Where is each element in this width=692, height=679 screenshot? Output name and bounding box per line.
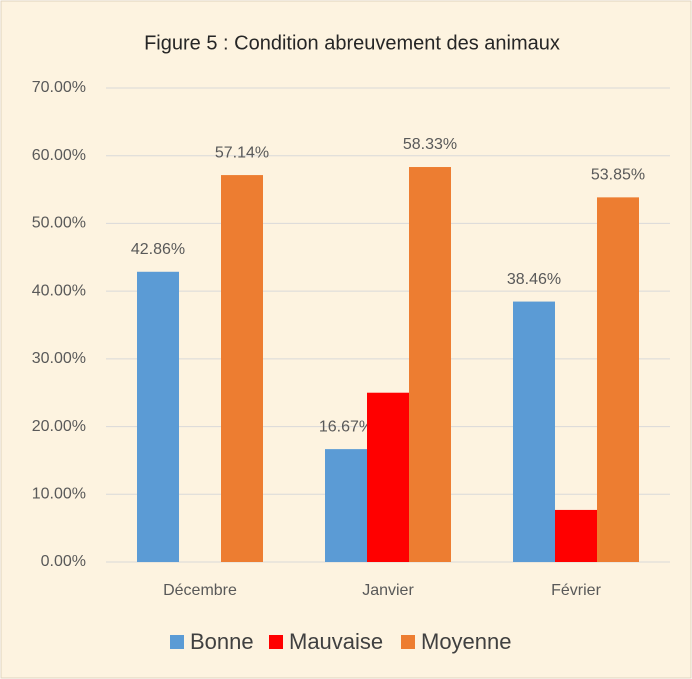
legend-swatch <box>170 635 184 649</box>
y-tick-label: 40.00% <box>32 282 86 299</box>
bar <box>555 509 597 562</box>
bar <box>221 175 263 562</box>
data-label: 42.86% <box>131 241 185 258</box>
y-tick-label: 30.00% <box>32 350 86 367</box>
data-label: 53.85% <box>591 167 645 184</box>
x-tick-label: Décembre <box>163 582 237 599</box>
x-tick-label: Février <box>551 582 601 599</box>
y-tick-label: 20.00% <box>32 418 86 435</box>
y-tick-label: 70.00% <box>32 79 86 96</box>
legend-label: Bonne <box>190 629 254 654</box>
bar <box>325 449 367 562</box>
data-label: 58.33% <box>403 136 457 153</box>
x-tick-label: Janvier <box>362 582 414 599</box>
data-label: 57.14% <box>215 144 269 161</box>
data-label: 38.46% <box>507 271 561 288</box>
bar <box>597 197 639 562</box>
y-tick-label: 50.00% <box>32 215 86 232</box>
bar <box>513 301 555 562</box>
legend-swatch <box>401 635 415 649</box>
bar <box>409 167 451 562</box>
legend-swatch <box>269 635 283 649</box>
data-label: 16.67% <box>319 418 373 435</box>
y-tick-label: 60.00% <box>32 147 86 164</box>
bar <box>367 392 409 562</box>
bar <box>137 271 179 562</box>
y-tick-label: 10.00% <box>32 486 86 503</box>
legend-label: Moyenne <box>421 629 512 654</box>
y-tick-label: 0.00% <box>41 553 86 570</box>
legend-label: Mauvaise <box>289 629 383 654</box>
chart-title: Figure 5 : Condition abreuvement des ani… <box>144 32 560 54</box>
